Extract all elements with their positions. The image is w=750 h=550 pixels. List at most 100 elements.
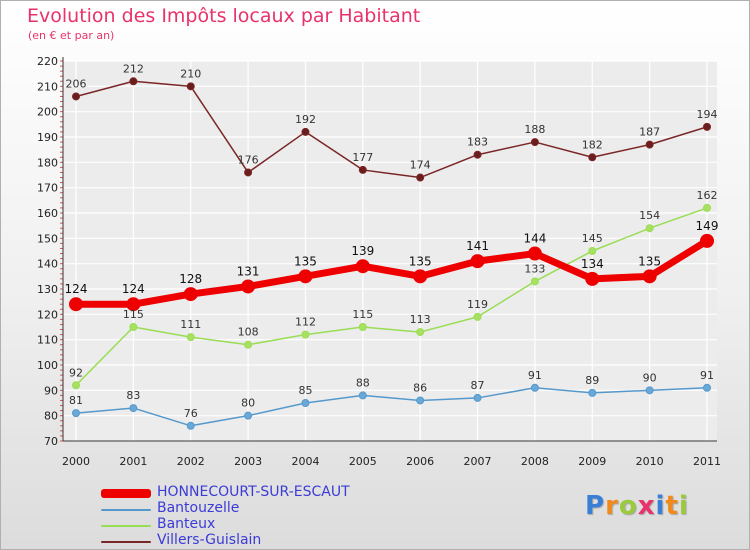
data-point-banteux (244, 340, 253, 349)
data-label-villers-guislain: 192 (295, 113, 316, 126)
data-label-banteux: 112 (295, 316, 316, 329)
data-point-villers-guislain (244, 168, 253, 177)
legend-label: HONNECOURT-SUR-ESCAUT (157, 484, 350, 500)
data-label-banteux: 115 (352, 308, 373, 321)
data-label-honnecourt-sur-escaut: 144 (523, 232, 546, 246)
data-label-bantouzelle: 76 (184, 407, 198, 420)
series-line-banteux (75, 207, 708, 387)
data-point-villers-guislain (129, 77, 138, 86)
x-tick-label: 2002 (177, 455, 205, 468)
data-label-banteux: 115 (123, 308, 144, 321)
data-point-bantouzelle (703, 383, 711, 392)
data-point-villers-guislain (530, 138, 539, 147)
data-point-villers-guislain (473, 150, 482, 159)
data-point-honnecourt-sur-escaut (183, 287, 198, 302)
legend-label: Villers-Guislain (157, 532, 262, 548)
legend-swatch (101, 525, 151, 527)
data-point-honnecourt-sur-escaut (241, 279, 256, 294)
data-label-banteux: 133 (524, 262, 545, 275)
data-point-honnecourt-sur-escaut (642, 269, 657, 284)
data-label-villers-guislain: 188 (524, 123, 545, 136)
data-point-villers-guislain (186, 82, 195, 91)
data-point-honnecourt-sur-escaut (527, 246, 542, 261)
series-layer (69, 77, 714, 430)
legend-label: Bantouzelle (157, 500, 240, 516)
data-label-villers-guislain: 176 (238, 153, 259, 166)
data-point-banteux (473, 312, 482, 321)
data-label-honnecourt-sur-escaut: 135 (294, 254, 317, 268)
x-tick-label: 2009 (578, 455, 606, 468)
series-line-villers-guislain (75, 80, 708, 179)
data-point-villers-guislain (416, 173, 425, 182)
y-tick-label: 100 (37, 359, 58, 372)
y-tick-label: 160 (37, 207, 58, 220)
data-label-honnecourt-sur-escaut: 149 (696, 219, 719, 233)
logo-letter: t (665, 491, 679, 521)
data-label-bantouzelle: 85 (298, 384, 312, 397)
x-tick-label: 2005 (349, 455, 377, 468)
data-label-honnecourt-sur-escaut: 135 (409, 254, 432, 268)
data-point-villers-guislain (358, 165, 367, 174)
proxiti-logo: Proxiti (585, 491, 689, 521)
data-label-banteux: 154 (639, 209, 660, 222)
data-label-honnecourt-sur-escaut: 124 (122, 282, 145, 296)
data-label-bantouzelle: 89 (585, 374, 599, 387)
data-point-banteux (358, 323, 367, 331)
y-tick-label: 140 (37, 258, 58, 271)
y-tick-label: 130 (37, 283, 58, 296)
data-label-villers-guislain: 174 (410, 159, 431, 172)
data-point-honnecourt-sur-escaut (585, 271, 600, 286)
data-point-bantouzelle (473, 393, 482, 402)
data-label-banteux: 111 (180, 318, 201, 331)
plot-area (63, 61, 717, 441)
data-label-banteux: 113 (410, 313, 431, 326)
data-label-banteux: 108 (238, 326, 259, 339)
data-point-villers-guislain (72, 92, 80, 101)
data-label-villers-guislain: 194 (697, 108, 718, 121)
data-label-banteux: 92 (69, 366, 83, 379)
y-tick-label: 120 (37, 308, 58, 321)
data-point-banteux (416, 328, 425, 337)
data-label-villers-guislain: 182 (582, 138, 603, 151)
data-point-banteux (588, 247, 597, 255)
data-label-villers-guislain: 183 (467, 136, 488, 149)
data-point-banteux (72, 381, 80, 390)
data-label-villers-guislain: 206 (66, 77, 87, 90)
data-point-banteux (301, 330, 310, 339)
x-tick-label: 2004 (291, 455, 319, 468)
y-tick-label: 110 (37, 334, 58, 347)
x-tick-label: 2006 (406, 455, 434, 468)
data-point-banteux (129, 323, 138, 331)
x-tick-label: 2000 (62, 455, 90, 468)
data-point-honnecourt-sur-escaut (700, 233, 714, 248)
data-point-banteux (645, 224, 654, 233)
chart-title: Evolution des Impôts locaux par Habitant (27, 5, 421, 27)
series-line-bantouzelle (75, 387, 708, 427)
legend-swatch (101, 509, 151, 511)
data-label-villers-guislain: 177 (352, 151, 373, 164)
data-label-honnecourt-sur-escaut: 139 (351, 244, 374, 258)
data-label-bantouzelle: 87 (471, 379, 485, 392)
data-point-honnecourt-sur-escaut (413, 269, 428, 284)
axis-layer: 7080901001101201301401501601701801902002… (37, 55, 721, 468)
data-label-layer: 206 212 210 176 192 177 174 183 188 182 187 194 92 11… (65, 62, 719, 420)
x-tick-label: 2003 (234, 455, 262, 468)
data-label-honnecourt-sur-escaut: 128 (179, 272, 202, 286)
logo-letter: P (585, 491, 606, 521)
data-label-banteux: 119 (467, 298, 488, 311)
data-point-villers-guislain (645, 140, 654, 149)
chart-subtitle: (en € et par an) (28, 29, 115, 42)
x-tick-label: 2008 (521, 455, 549, 468)
data-point-bantouzelle (72, 409, 80, 418)
data-label-banteux: 162 (697, 189, 718, 202)
data-label-villers-guislain: 212 (123, 62, 144, 75)
data-label-bantouzelle: 83 (126, 389, 140, 402)
y-tick-label: 200 (37, 106, 58, 119)
logo-letter: x (637, 491, 656, 521)
data-point-honnecourt-sur-escaut (470, 254, 485, 269)
data-label-villers-guislain: 187 (639, 126, 660, 139)
data-label-bantouzelle: 80 (241, 397, 255, 410)
data-point-bantouzelle (416, 396, 425, 405)
y-tick-label: 70 (44, 435, 58, 448)
